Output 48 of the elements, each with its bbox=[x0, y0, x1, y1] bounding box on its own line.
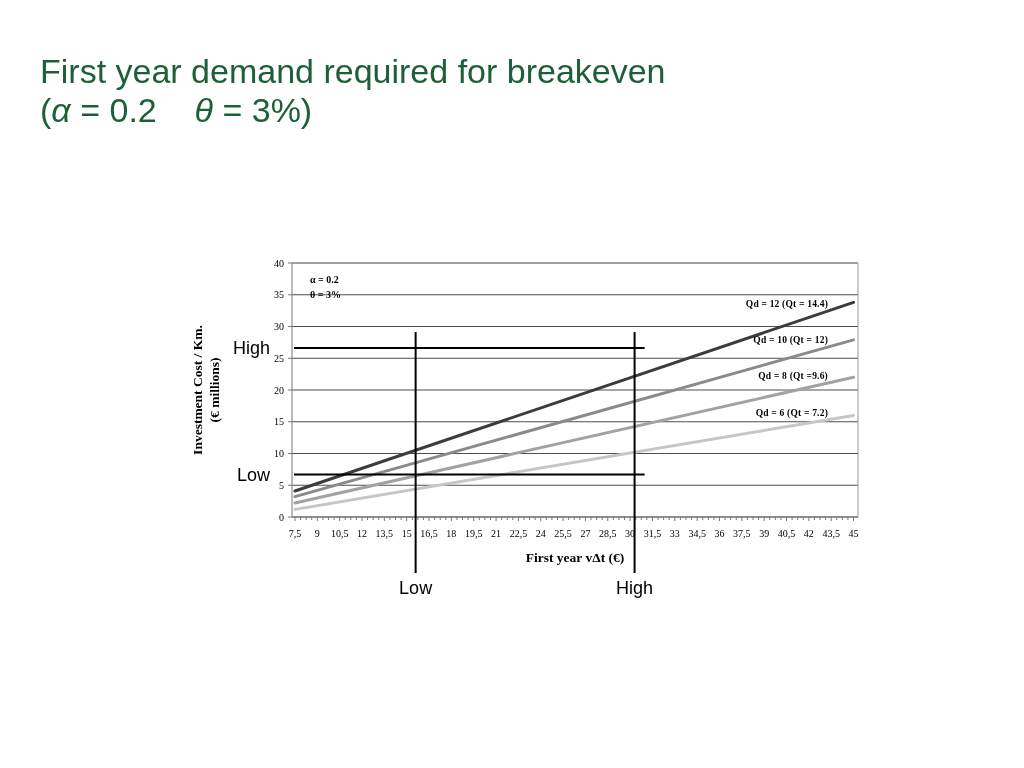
x-tick-label: 27 bbox=[580, 528, 591, 539]
y-tick-label: 0 bbox=[279, 511, 284, 523]
x-tick-label: 7,5 bbox=[288, 528, 302, 539]
x-tick-label: 33 bbox=[669, 528, 680, 539]
y-tick-label: 30 bbox=[274, 321, 284, 332]
x-tick-label: 25,5 bbox=[554, 528, 572, 539]
x-tick-label: 40,5 bbox=[777, 528, 796, 539]
x-tick-label: 42 bbox=[803, 528, 814, 539]
series-label: Qd = 10 (Qt = 12) bbox=[753, 335, 828, 346]
x-tick-label: 39 bbox=[759, 528, 770, 539]
y-tick-label: 40 bbox=[274, 257, 284, 269]
x-tick-label: 24 bbox=[535, 528, 546, 539]
x-tick-label: 16,5 bbox=[420, 528, 438, 539]
annotation: θ = 3% bbox=[310, 289, 341, 300]
y-tick-label: 20 bbox=[274, 384, 284, 396]
x-tick-label: 19,5 bbox=[464, 528, 483, 539]
series-label: Qd = 8 (Qt =9.6) bbox=[758, 371, 828, 383]
y-tick-label: 35 bbox=[274, 289, 284, 301]
x-tick-label: 28,5 bbox=[599, 528, 617, 539]
x-axis-title: First year vΔt (€) bbox=[525, 550, 625, 565]
y-tick-label: 10 bbox=[274, 448, 284, 459]
ref-line-label: Low bbox=[236, 464, 271, 485]
y-axis-title: Investment Cost / Km. (€ millions) bbox=[190, 325, 222, 455]
y-tick-label: 5 bbox=[279, 479, 284, 491]
ref-line-label: Low bbox=[399, 578, 434, 598]
x-tick-label: 13,5 bbox=[375, 528, 394, 539]
series-label: Qd = 12 (Qt = 14.4) bbox=[745, 298, 828, 310]
chart-title: First year demand required for breakeven bbox=[40, 52, 666, 90]
x-tick-label: 31,5 bbox=[643, 528, 662, 539]
annotation: α = 0.2 bbox=[310, 274, 339, 285]
x-tick-label: 22,5 bbox=[509, 528, 528, 539]
x-tick-label: 21 bbox=[491, 528, 502, 539]
y-tick-label: 15 bbox=[274, 416, 284, 428]
x-tick-label: 43,5 bbox=[822, 528, 840, 539]
x-tick-label: 45 bbox=[848, 528, 859, 539]
y-tick-label: 25 bbox=[274, 352, 284, 364]
x-tick-label: 9 bbox=[314, 528, 320, 539]
series-label: Qd = 6 (Qt = 7.2) bbox=[755, 407, 828, 419]
ref-line-label: High bbox=[616, 578, 654, 598]
x-tick-label: 10,5 bbox=[330, 528, 349, 539]
x-tick-label: 15 bbox=[401, 528, 412, 539]
x-tick-label: 34,5 bbox=[688, 528, 706, 539]
ref-line-label: High bbox=[232, 338, 270, 359]
chart-subtitle: (α = 0.2 θ = 3%) bbox=[40, 91, 313, 129]
x-tick-label: 12 bbox=[357, 528, 368, 539]
x-tick-label: 37,5 bbox=[733, 528, 751, 539]
x-tick-label: 18 bbox=[446, 528, 457, 539]
x-tick-label: 36 bbox=[714, 528, 725, 539]
